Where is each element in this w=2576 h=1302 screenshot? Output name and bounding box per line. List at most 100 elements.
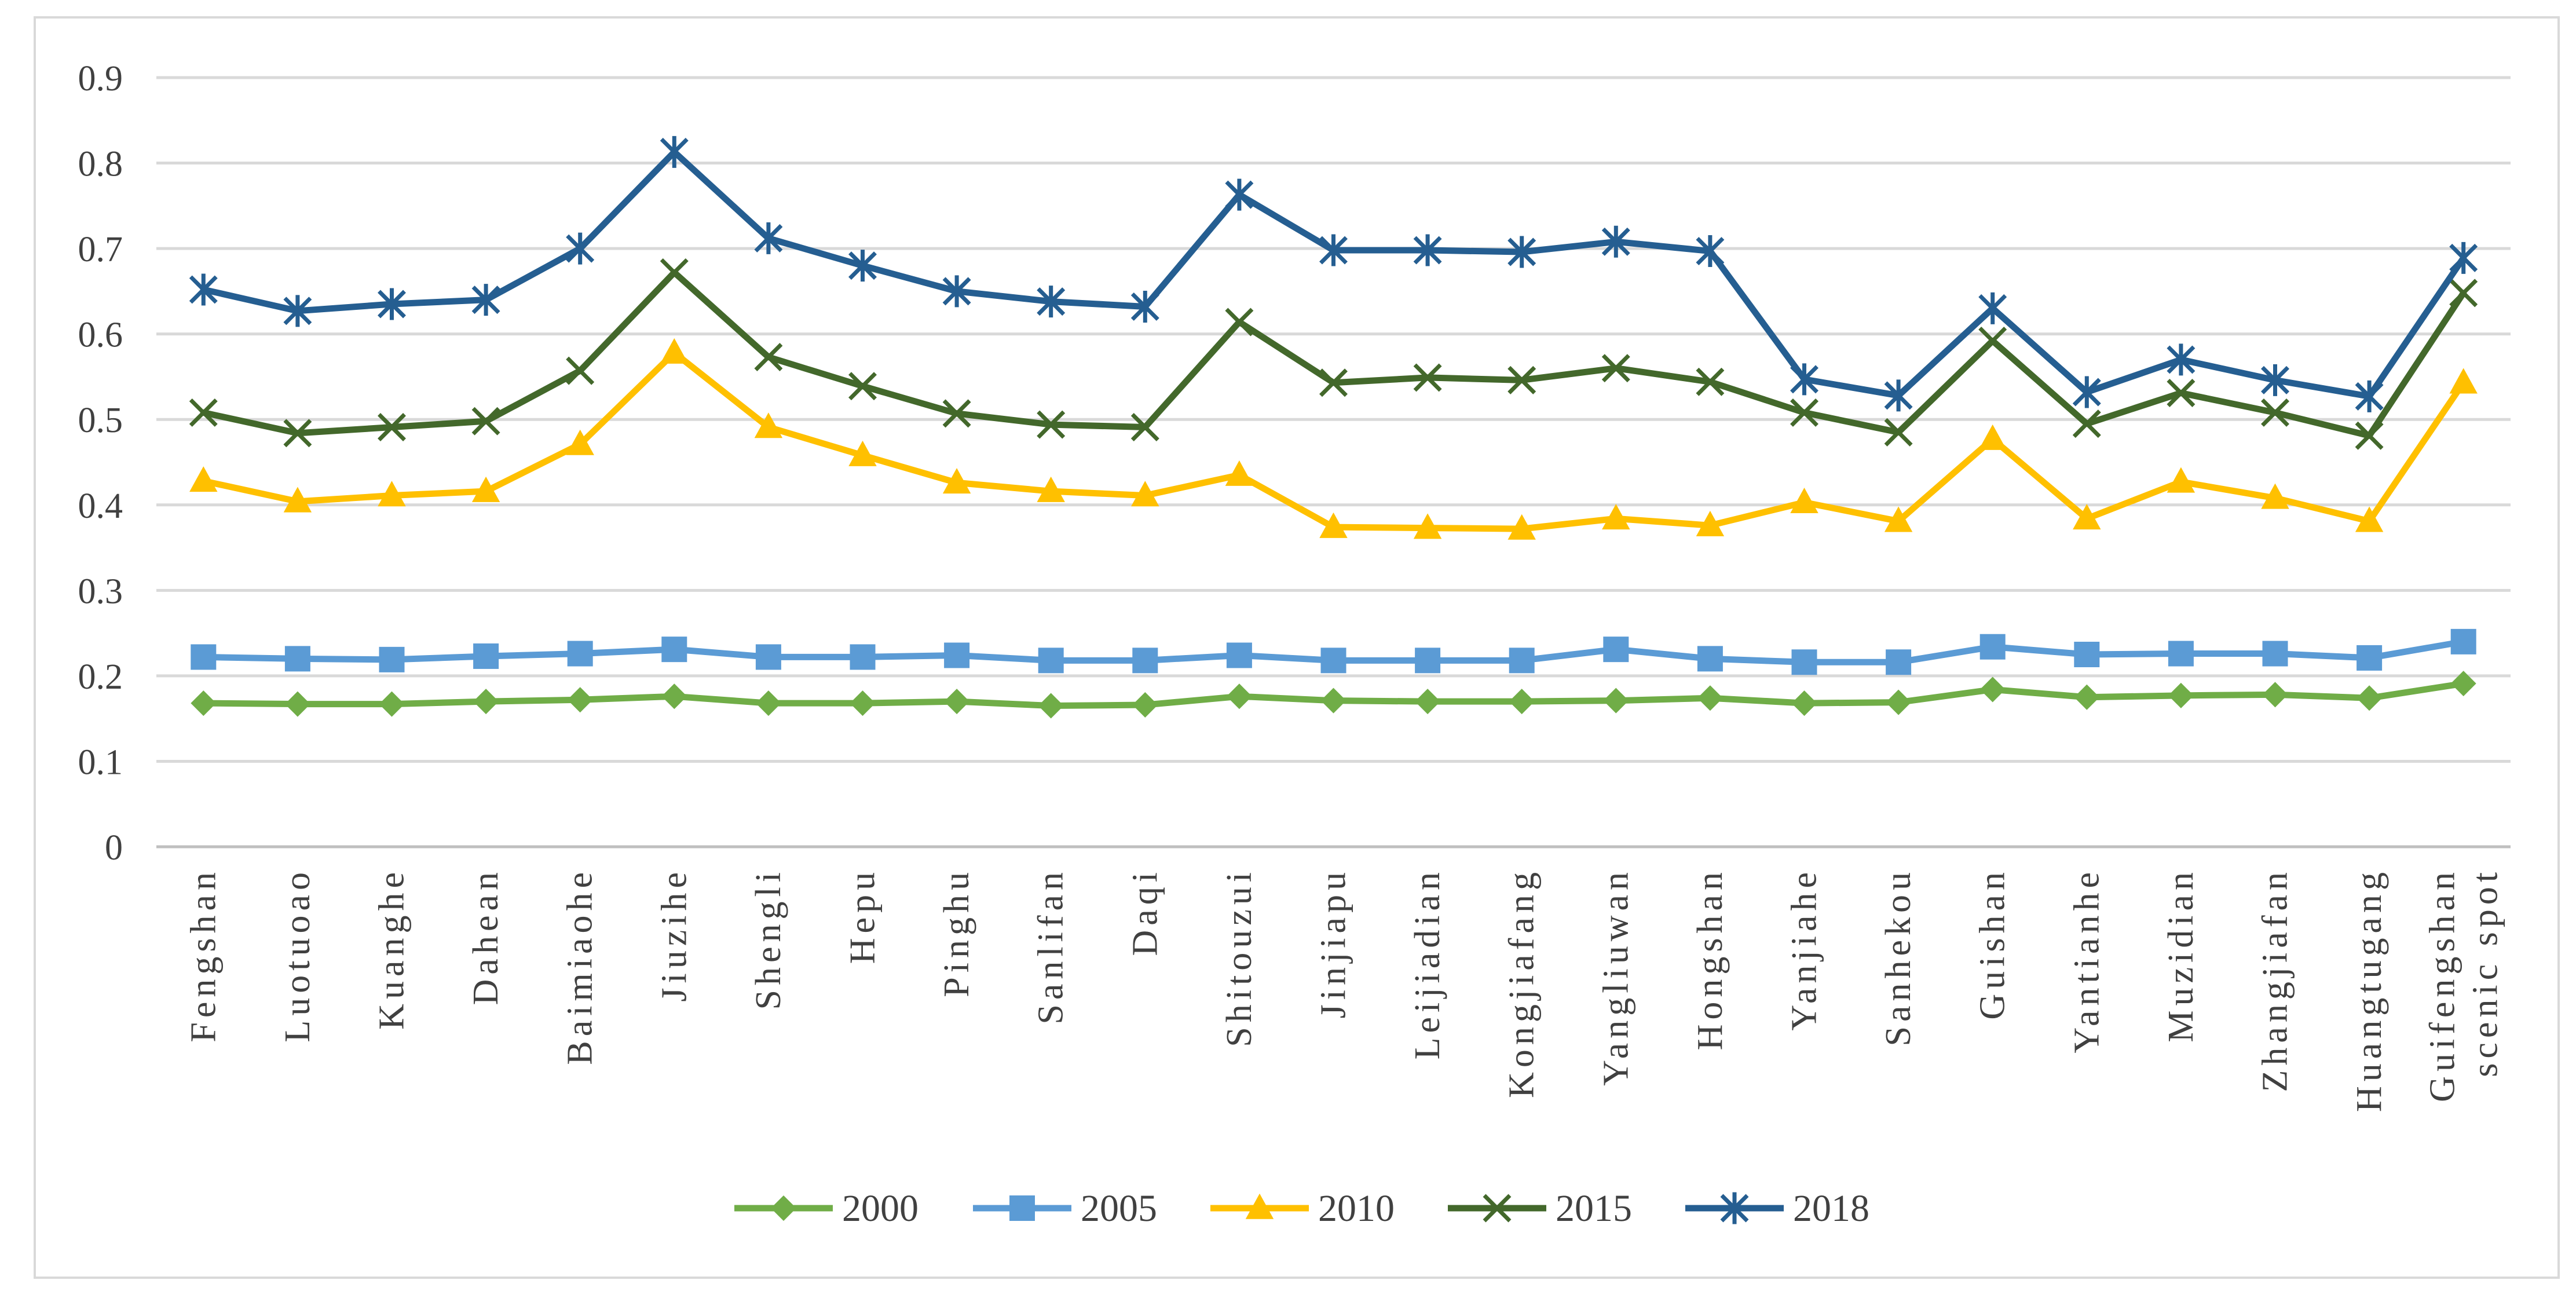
- data-point-asterisk: [1037, 286, 1066, 318]
- data-point-triangle: [2449, 368, 2478, 394]
- y-tick-label: 0.7: [78, 230, 123, 269]
- data-point-triangle: [1413, 513, 1442, 539]
- data-point-x: [566, 356, 595, 385]
- data-point-asterisk: [1601, 225, 1630, 258]
- data-point-triangle: [471, 476, 500, 502]
- data-point-asterisk: [848, 250, 877, 282]
- legend-label: 2005: [1081, 1187, 1157, 1230]
- series-line-2015: [200, 269, 2467, 439]
- data-point-diamond: [2262, 682, 2288, 708]
- data-point-square: [567, 641, 593, 667]
- data-point-x: [1978, 326, 2007, 355]
- x-tick-label: Yantianhe: [2067, 868, 2106, 1054]
- data-point-triangle: [2355, 506, 2384, 532]
- y-tick-label: 0.9: [78, 59, 123, 98]
- data-point-triangle: [1245, 1193, 1274, 1219]
- data-point-triangle: [1037, 476, 1065, 502]
- x-tick-label: Guishan: [1973, 868, 2012, 1020]
- data-point-x: [2449, 279, 2478, 308]
- data-point-diamond: [850, 690, 876, 716]
- data-point-square: [1226, 642, 1252, 668]
- data-point-diamond: [661, 683, 687, 709]
- data-point-x: [1130, 413, 1159, 441]
- data-point-square: [191, 644, 217, 670]
- data-point-diamond: [1791, 690, 1817, 716]
- data-point-square: [1979, 634, 2006, 660]
- x-tick-label: Luotuoao: [278, 868, 317, 1043]
- data-point-triangle: [942, 468, 971, 494]
- y-tick-label: 0.6: [78, 316, 123, 355]
- data-point-asterisk: [471, 284, 500, 316]
- data-point-square: [284, 646, 310, 672]
- data-point-asterisk: [1884, 379, 1913, 412]
- data-point-square: [2262, 641, 2288, 667]
- data-point-triangle: [378, 481, 406, 507]
- data-point-square: [1791, 649, 1817, 675]
- x-tick-label: Jiuzihe: [654, 868, 694, 1002]
- data-point-diamond: [1038, 693, 1064, 719]
- data-point-triangle: [1978, 424, 2007, 450]
- data-point-x: [1319, 368, 1348, 397]
- legend-label: 2015: [1556, 1187, 1632, 1230]
- data-point-asterisk: [1507, 236, 1536, 268]
- data-point-triangle: [1507, 514, 1536, 540]
- x-tick-label: Shitouzui: [1220, 868, 1259, 1047]
- y-tick-label: 0.3: [78, 572, 123, 611]
- data-point-diamond: [771, 1195, 796, 1221]
- data-point-x: [1601, 354, 1630, 383]
- data-point-square: [944, 642, 970, 668]
- x-tick-label: Baimiaohe: [561, 868, 600, 1065]
- data-point-diamond: [2450, 671, 2476, 697]
- x-tick-label: Dahean: [466, 868, 506, 1005]
- data-point-square: [1603, 637, 1629, 663]
- data-point-asterisk: [2355, 380, 2384, 412]
- x-tick-label: Hongshan: [1690, 868, 1730, 1050]
- data-point-triangle: [1131, 481, 1159, 507]
- y-tick-label: 0.8: [78, 145, 123, 184]
- y-tick-label: 0.5: [78, 401, 123, 440]
- data-point-diamond: [284, 691, 310, 717]
- data-point-diamond: [944, 689, 970, 715]
- data-point-square: [755, 644, 781, 670]
- x-tick-label: Leijiadian: [1408, 868, 1447, 1059]
- x-tick-label: Shengli: [749, 868, 788, 1010]
- data-point-square: [1697, 646, 1723, 672]
- legend-label: 2018: [1793, 1187, 1869, 1230]
- data-point-x: [848, 372, 877, 401]
- data-point-asterisk: [1130, 290, 1159, 323]
- x-tick-label: Fengshan: [184, 868, 223, 1043]
- data-point-square: [1132, 648, 1158, 674]
- data-point-asterisk: [2261, 364, 2289, 396]
- data-point-asterisk: [942, 275, 971, 308]
- data-point-asterisk: [566, 232, 595, 265]
- data-point-x: [942, 399, 971, 428]
- data-point-triangle: [754, 412, 783, 438]
- data-point-x: [1696, 367, 1725, 396]
- data-point-triangle: [1790, 488, 1818, 514]
- data-point-asterisk: [1696, 235, 1725, 268]
- x-tick-label: Guifengshan: [2423, 868, 2462, 1102]
- data-point-x: [471, 407, 500, 436]
- data-point-diamond: [2168, 682, 2194, 708]
- data-point-triangle: [848, 440, 877, 466]
- data-point-square: [2357, 645, 2383, 671]
- data-point-diamond: [1226, 683, 1252, 709]
- data-point-square: [1009, 1195, 1035, 1221]
- data-point-square: [1038, 648, 1064, 674]
- x-tick-label: Muzidian: [2161, 868, 2201, 1043]
- data-point-x: [1413, 363, 1442, 392]
- data-point-x: [1507, 365, 1536, 394]
- data-point-x: [1790, 398, 1818, 427]
- data-point-x: [660, 258, 689, 287]
- data-point-x: [2072, 409, 2101, 438]
- data-point-asterisk: [283, 295, 312, 327]
- x-tick-label: Daqi: [1125, 868, 1165, 956]
- data-point-diamond: [567, 687, 593, 713]
- data-point-x: [1037, 410, 1066, 439]
- data-point-triangle: [1884, 506, 1913, 532]
- data-point-diamond: [2074, 684, 2100, 710]
- data-point-asterisk: [378, 288, 406, 320]
- data-point-x: [1884, 418, 1913, 447]
- x-tick-label: Yanjiahe: [1785, 868, 1824, 1031]
